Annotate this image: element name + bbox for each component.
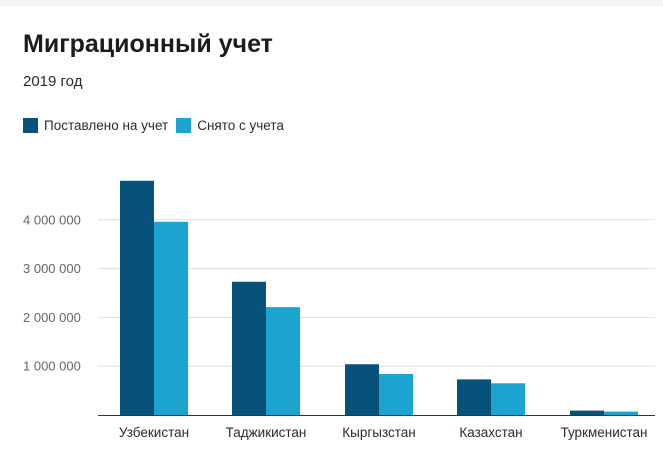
bar-placed (570, 410, 604, 415)
chart-legend: Поставлено на учет Снято с учета (23, 118, 292, 133)
bar-placed (457, 379, 491, 415)
y-axis-tick-labels: 1 000 000 2 000 000 3 000 000 4 000 000 (23, 212, 81, 373)
bar-placed (232, 281, 266, 415)
bar-removed (491, 383, 525, 415)
y-tick-label: 2 000 000 (23, 310, 81, 325)
chart-subtitle: 2019 год (23, 73, 83, 90)
bar-removed (266, 307, 300, 415)
legend-label-placed: Поставлено на учет (44, 118, 169, 133)
bar-removed (379, 374, 413, 415)
y-tick-label: 4 000 000 (23, 212, 81, 227)
legend-swatch-placed (23, 118, 38, 133)
x-axis-category-labels: Узбекистан Таджикистан Кыргызстан Казахстан… (119, 425, 648, 440)
legend-item-removed: Снято с учета (176, 118, 284, 133)
bars (120, 180, 638, 415)
chart-title: Миграционный учет (23, 30, 273, 58)
x-category-label: Таджикистан (226, 425, 307, 440)
legend-swatch-removed (176, 118, 192, 133)
x-category-label: Кыргызстан (342, 425, 416, 440)
bar-removed (604, 411, 638, 415)
x-category-label: Узбекистан (119, 425, 189, 440)
x-category-label: Туркменистан (560, 425, 647, 440)
y-tick-label: 3 000 000 (23, 261, 81, 276)
y-tick-label: 1 000 000 (23, 359, 81, 374)
legend-label-removed: Снято с учета (197, 118, 284, 133)
bar-placed (345, 364, 379, 415)
x-category-label: Казахстан (459, 425, 522, 440)
bar-chart: 1 000 000 2 000 000 3 000 000 4 000 000 Узб… (23, 180, 655, 440)
bar-placed (120, 180, 154, 415)
legend-item-placed: Поставлено на учет (23, 118, 168, 133)
bar-removed (154, 221, 188, 415)
